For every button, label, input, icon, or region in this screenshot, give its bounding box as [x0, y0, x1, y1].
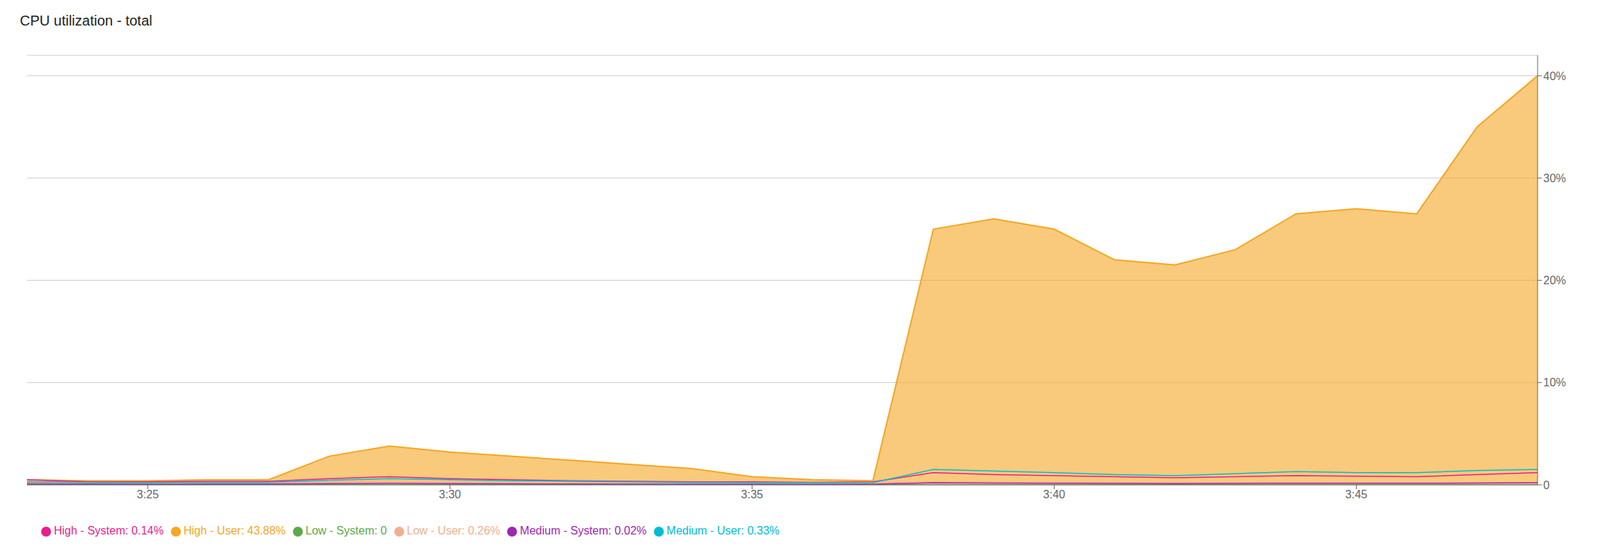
svg-text:0: 0	[1543, 479, 1550, 492]
html-text:Medium - System: 0.02%: Medium - System: 0.02%	[519, 524, 647, 537]
svg-text:3:40: 3:40	[1043, 488, 1066, 501]
html-text:High - System: 0.14%: High - System: 0.14%	[53, 524, 164, 537]
svg-text:3:30: 3:30	[439, 488, 461, 501]
svg-text:20%: 20%	[1543, 274, 1566, 287]
html-text:Low - User: 0.26%: Low - User: 0.26%	[406, 524, 501, 537]
svg-text:30%: 30%	[1543, 172, 1566, 185]
svg-text:3:35: 3:35	[741, 488, 764, 501]
svg-text:3:25: 3:25	[136, 488, 159, 501]
svg-text:40%: 40%	[1543, 70, 1566, 83]
html-text:CPU utilization - total: CPU utilization - total	[19, 12, 153, 29]
svg-text:10%: 10%	[1543, 376, 1566, 389]
html-text:Medium - User: 0.33%: Medium - User: 0.33%	[666, 524, 780, 537]
svg-text:3:45: 3:45	[1345, 488, 1368, 501]
html-text:High - User: 43.88%: High - User: 43.88%	[183, 524, 286, 537]
html-text:Low - System: 0: Low - System: 0	[305, 524, 387, 537]
